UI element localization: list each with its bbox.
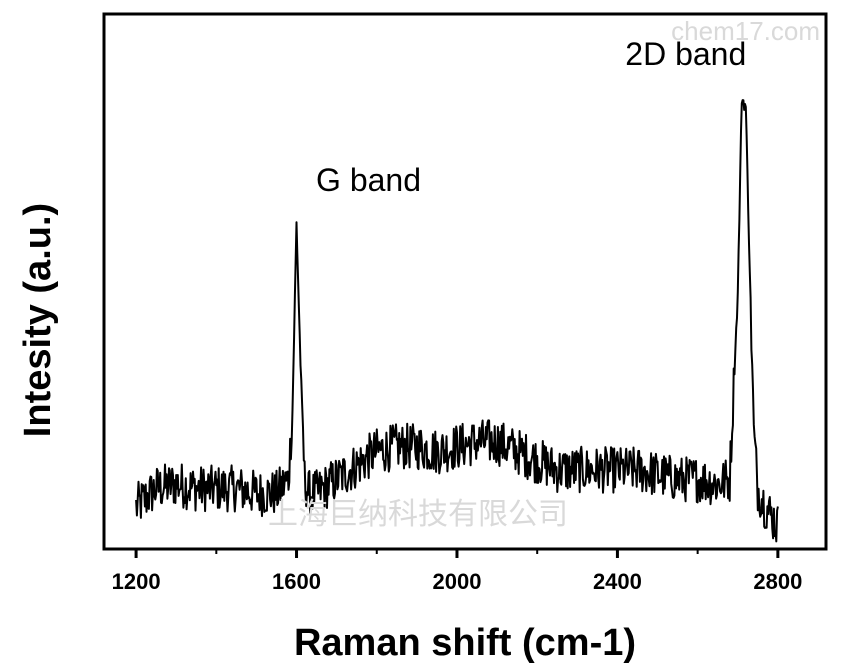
x-axis-title: Raman shift (cm-1) [294,622,636,664]
plot-frame [102,12,828,551]
x-tick-label: 2400 [593,569,642,594]
g-band-label: G band [316,162,421,198]
spectrum-line [135,99,779,543]
watermark-company: 上海巨纳科技有限公司 [268,498,568,531]
x-tick-label: 2800 [753,569,802,594]
y-axis-title: Intesity (a.u.) [17,203,59,437]
2d-band-label: 2D band [625,36,746,72]
watermark-chem17: chem17.com [671,16,820,46]
x-axis-ticks [134,549,780,558]
x-tick-label: 1600 [272,569,321,594]
x-tick-label: 2000 [433,569,482,594]
x-tick-label: 1200 [112,569,161,594]
x-axis-tick-labels: 1200 1600 2000 2400 2800 [112,569,803,594]
